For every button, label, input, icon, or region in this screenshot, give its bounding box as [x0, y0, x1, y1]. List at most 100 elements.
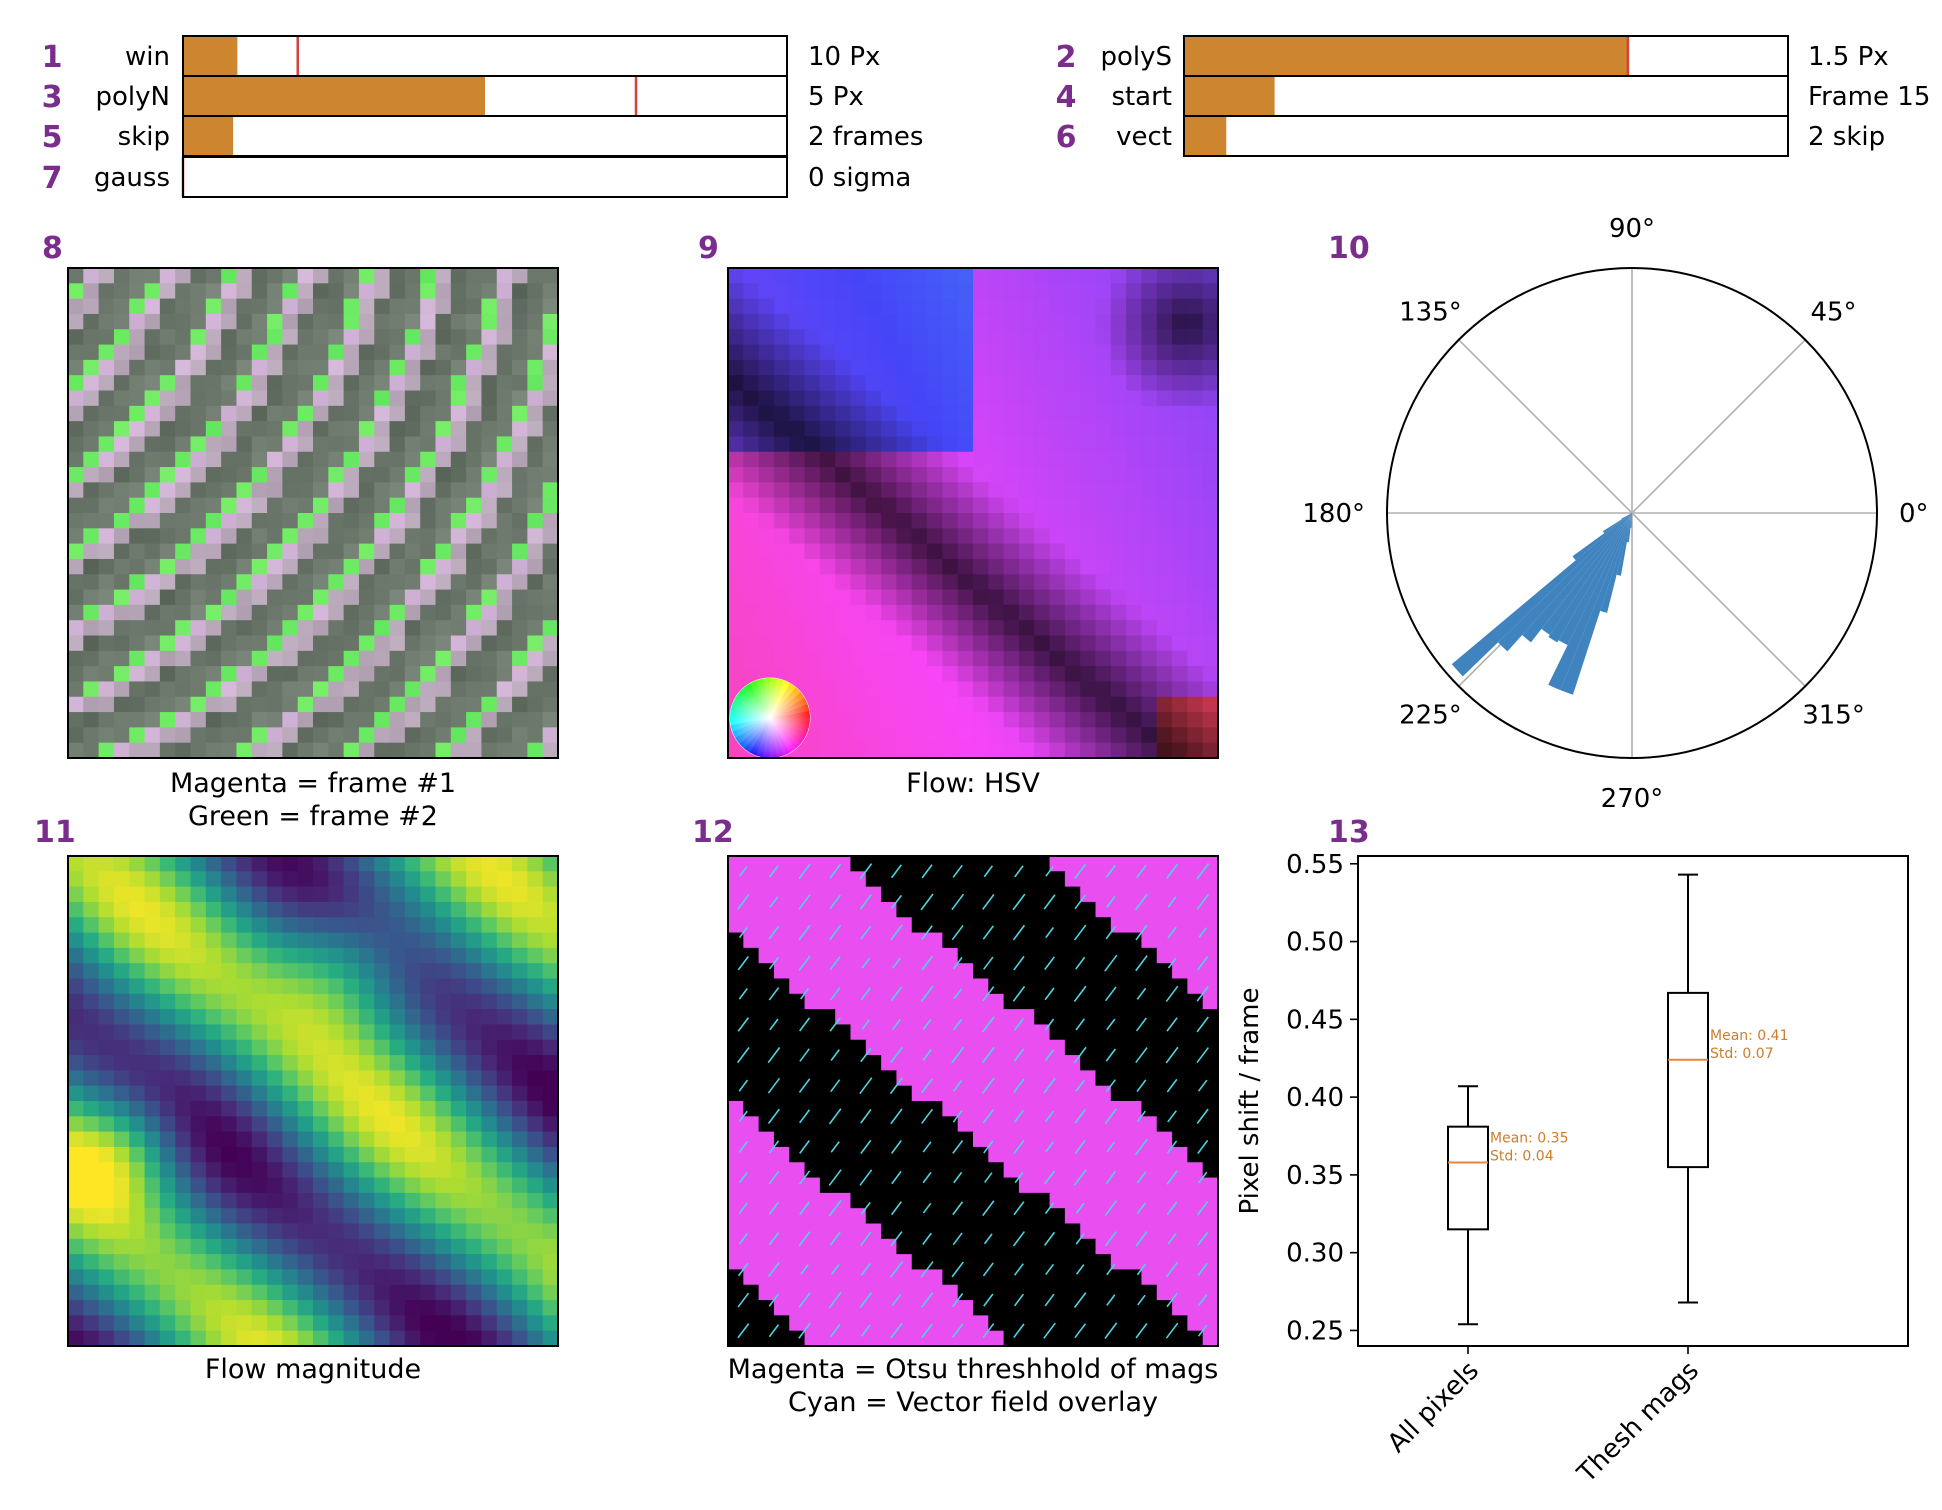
image-caption: Flow: HSV	[906, 768, 1040, 799]
slider-fill	[1184, 36, 1628, 76]
panel-number: 12	[692, 815, 734, 850]
slider-polyS[interactable]: 2 polyS 1.5 Px	[1056, 35, 1889, 77]
slider-track[interactable]	[1184, 76, 1788, 116]
slider-index: 7	[42, 161, 63, 196]
slider-win[interactable]: 1 win 10 Px	[42, 35, 881, 77]
polar-bar	[1600, 513, 1632, 613]
slider-fill	[1184, 76, 1275, 116]
panel-number: 11	[34, 815, 76, 850]
flow-hsv-image	[728, 268, 1218, 758]
slider-start[interactable]: 4 start Frame 15	[1056, 75, 1931, 117]
std-annotation: Std: 0.04	[1490, 1148, 1554, 1164]
image-caption: Magenta = Otsu threshhold of mags	[728, 1354, 1219, 1385]
slider-value: Frame 15	[1808, 82, 1930, 112]
y-tick-label: 0.30	[1286, 1239, 1344, 1269]
panel-number: 10	[1328, 231, 1370, 266]
slider-track[interactable]	[1184, 116, 1788, 156]
polar-bar	[1602, 513, 1632, 534]
box-body	[1667, 991, 1709, 1169]
polar-gridline	[1631, 339, 1806, 514]
image-caption: Flow magnitude	[205, 1354, 421, 1385]
image-caption: Cyan = Vector field overlay	[788, 1387, 1158, 1418]
polar-angle-label: 90°	[1609, 214, 1655, 244]
y-tick-label: 0.35	[1286, 1161, 1344, 1191]
polar-bar	[1522, 513, 1632, 643]
x-tick-label: All pixels	[1382, 1356, 1485, 1459]
box-1: Mean: 0.35 Std: 0.04	[1447, 1085, 1568, 1326]
polar-gridline	[1631, 512, 1806, 687]
slider-skip[interactable]: 5 skip 2 frames	[42, 115, 924, 157]
polar-angle-label: 315°	[1802, 701, 1865, 731]
polar-angle-label: 45°	[1810, 297, 1856, 327]
y-tick-label: 0.25	[1286, 1316, 1344, 1346]
slider-value: 1.5 Px	[1808, 42, 1889, 72]
plot-frame	[1357, 855, 1909, 1347]
polar-bar	[1498, 513, 1632, 652]
slider-index: 3	[42, 80, 63, 115]
polar-bar	[1548, 513, 1632, 691]
image-frame	[67, 267, 559, 759]
polar-gridline	[1458, 339, 1633, 514]
y-tick-label: 0.55	[1286, 850, 1344, 880]
slider-polyN[interactable]: 3 polyN 5 Px	[42, 75, 864, 117]
slider-gauss[interactable]: 7 gauss 0 sigma	[42, 156, 912, 198]
slider-fill	[183, 76, 485, 116]
slider-label: start	[1111, 82, 1172, 112]
polar-frame	[1386, 267, 1878, 759]
y-axis-label: Pixel shift / frame	[1235, 988, 1265, 1215]
slider-track[interactable]	[183, 36, 787, 76]
slider-border	[182, 156, 788, 198]
image-frame	[727, 267, 1219, 759]
panel-number: 13	[1328, 815, 1370, 850]
image-frame	[67, 855, 559, 1347]
panel-number: 8	[42, 231, 63, 266]
image-caption: Magenta = frame #1	[170, 768, 456, 799]
slider-label: win	[125, 42, 170, 72]
slider-track[interactable]	[183, 157, 787, 197]
slider-track[interactable]	[183, 116, 787, 156]
polar-bar	[1616, 513, 1632, 576]
slider-value: 5 Px	[808, 82, 864, 112]
polar-bar	[1572, 513, 1632, 561]
slider-value: 2 frames	[808, 122, 923, 152]
slider-value: 10 Px	[808, 42, 880, 72]
slider-vect[interactable]: 6 vect 2 skip	[1056, 115, 1886, 157]
overlay-image	[68, 268, 558, 758]
slider-fill	[1184, 116, 1227, 156]
slider-value: 2 skip	[1808, 122, 1885, 152]
polar-angle-label: 270°	[1601, 784, 1664, 814]
polar-bar	[1626, 513, 1632, 543]
polar-angle-label: 0°	[1899, 499, 1929, 529]
slider-index: 6	[1056, 120, 1077, 155]
box-plot: 0.25 0.30 0.35 0.40 0.45 0.50 0.55 Pixel shift …	[1235, 850, 1909, 1490]
y-tick-label: 0.50	[1286, 928, 1344, 958]
slider-index: 1	[42, 40, 63, 75]
slider-index: 5	[42, 120, 63, 155]
slider-fill	[183, 36, 238, 76]
mean-annotation: Mean: 0.35	[1490, 1130, 1568, 1146]
slider-label: vect	[1116, 122, 1172, 152]
color-wheel-icon	[729, 677, 811, 758]
threshold-image	[728, 856, 1218, 1346]
flow-magnitude-image	[68, 856, 558, 1346]
polar-angle-label: 180°	[1302, 499, 1365, 529]
vector-field	[736, 863, 1210, 1339]
y-tick-label: 0.45	[1286, 1005, 1344, 1035]
slider-fill	[183, 116, 234, 156]
y-tick-label: 0.40	[1286, 1083, 1344, 1113]
std-annotation: Std: 0.07	[1710, 1046, 1774, 1062]
image-frame	[727, 855, 1219, 1347]
polar-bar	[1558, 513, 1632, 646]
slider-value: 0 sigma	[808, 163, 911, 193]
polar-bar	[1621, 513, 1632, 520]
slider-panel: 1 win 10 Px 2 polyS 1.5 Px 3 polyN 5 Px 4 start Fra…	[42, 35, 1931, 198]
box-body	[1447, 1125, 1489, 1231]
slider-label: polyS	[1100, 42, 1172, 72]
image-caption: Green = frame #2	[188, 801, 438, 832]
mean-annotation: Mean: 0.41	[1710, 1028, 1788, 1044]
panel-number: 9	[698, 231, 719, 266]
polar-angle-label: 225°	[1399, 701, 1462, 731]
box-2: Mean: 0.41 Std: 0.07	[1667, 873, 1788, 1304]
x-tick-label: Thesh mags	[1571, 1356, 1705, 1490]
